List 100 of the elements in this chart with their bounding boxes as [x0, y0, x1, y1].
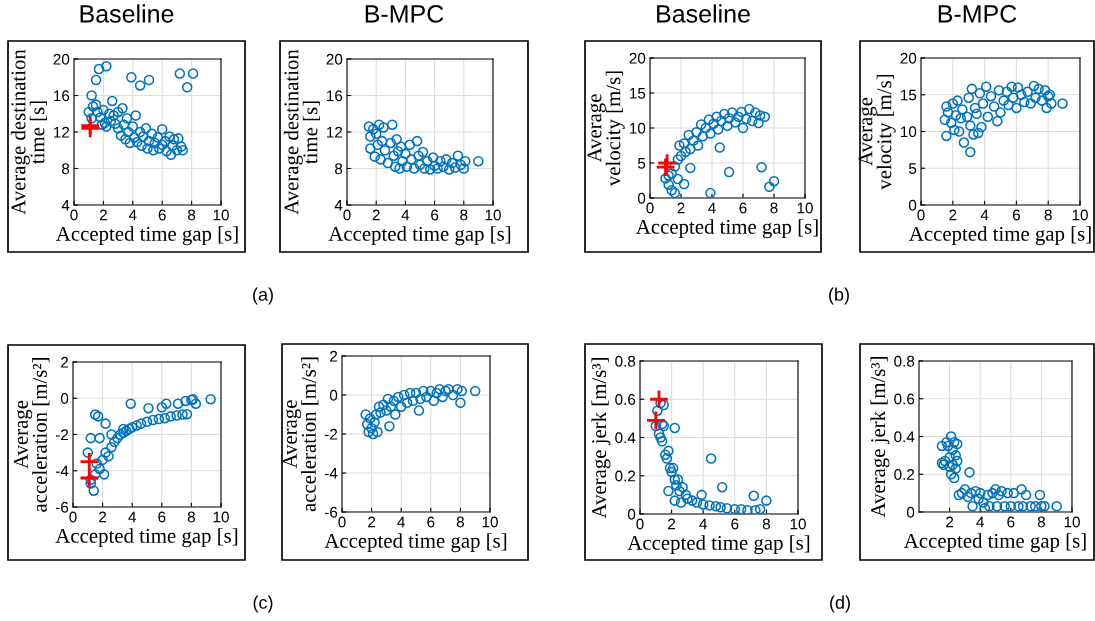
y-tick-label: 12 [327, 126, 343, 138]
x-tick-label: 6 [158, 511, 166, 523]
y-tick-label: 0 [60, 393, 69, 404]
x-tick-label: 4 [397, 516, 405, 528]
y-tick-label: 20 [53, 53, 70, 65]
x-tick-label: 8 [187, 511, 195, 523]
chart-title: B-MPC [938, 5, 1017, 23]
y-tick-label: 5 [637, 158, 646, 169]
x-axis-title: Accepted time gap [s] [328, 226, 511, 246]
y-tick-label: 2 [330, 350, 338, 362]
y-tick-label: 0.8 [615, 355, 636, 367]
y-tick-label: 20 [629, 52, 646, 64]
x-tick-label: 4 [128, 511, 136, 523]
y-tick-label: 10 [901, 126, 917, 138]
x-tick-label: 2 [668, 518, 676, 530]
y-tick-label: 0.4 [615, 432, 636, 444]
y-tick-label: 20 [326, 53, 343, 65]
y-tick-label: 2 [61, 356, 69, 368]
y-tick-label: -6 [324, 506, 338, 518]
y-tick-label: 0.6 [615, 394, 636, 405]
y-axis-title: Average acceleration [m/s²] [13, 358, 50, 512]
x-tick-label: 4 [980, 209, 989, 221]
x-tick-label: 2 [677, 202, 685, 214]
x-axis-title: Accepted time gap [s] [904, 533, 1086, 553]
chart-title: Baseline [80, 4, 174, 23]
y-tick-label: 8 [62, 163, 70, 175]
y-tick-label: 20 [900, 52, 917, 64]
x-tick-label: 10 [213, 209, 229, 221]
x-tick-label: 2 [99, 209, 107, 221]
x-tick-label: 6 [739, 202, 747, 214]
x-tick-label: 10 [485, 209, 501, 221]
y-tick-label: 0.4 [894, 431, 915, 443]
x-tick-label: 10 [797, 202, 813, 214]
x-axis-title: Accepted time gap [s] [324, 533, 507, 553]
y-tick-label: 12 [54, 126, 70, 138]
y-tick-label: 0 [329, 389, 338, 401]
x-tick-label: 8 [762, 518, 770, 530]
x-tick-label: 8 [460, 209, 468, 221]
x-tick-label: 2 [949, 209, 957, 221]
x-axis-title: Accepted time gap [s] [909, 226, 1091, 246]
text: (a) [253, 287, 273, 305]
y-tick-label: 8 [335, 163, 343, 175]
text: (b) [829, 287, 849, 305]
y-tick-label: 10 [630, 122, 646, 134]
x-tick-label: 8 [456, 516, 464, 528]
chart-title: B-MPC [365, 5, 444, 23]
x-tick-label: 2 [946, 516, 954, 528]
x-tick-label: 6 [427, 516, 435, 528]
y-tick-label: 5 [908, 163, 917, 174]
x-tick-label: 8 [770, 202, 778, 214]
x-tick-label: 8 [1044, 209, 1052, 221]
y-axis-title: Average destination time [s] [283, 49, 321, 215]
y-tick-label: 15 [901, 89, 917, 101]
x-tick-label: 6 [1007, 516, 1015, 528]
text: (d) [830, 595, 850, 613]
text: (c) [253, 595, 273, 613]
x-tick-label: 4 [401, 209, 410, 221]
y-axis-title: Average jerk [m/s³] [591, 358, 611, 519]
x-tick-label: 4 [699, 518, 707, 530]
y-axis-title: Average velocity [m/s] [587, 71, 625, 187]
x-tick-label: 2 [372, 209, 380, 221]
y-axis-title: Average acceleration [m/s²] [282, 357, 319, 512]
x-tick-label: 2 [99, 511, 107, 523]
y-axis-title: Average jerk [m/s³] [870, 357, 890, 518]
y-tick-label: -4 [55, 465, 69, 477]
y-tick-label: -2 [55, 429, 69, 441]
x-tick-label: 10 [482, 516, 498, 528]
x-tick-label: 6 [1012, 209, 1020, 221]
x-axis-title: Accepted time gap [s] [627, 535, 810, 555]
y-tick-label: 16 [54, 90, 70, 102]
x-tick-label: 6 [731, 518, 739, 530]
x-tick-label: 0 [343, 209, 351, 221]
x-tick-label: 10 [1072, 209, 1088, 221]
x-tick-label: 8 [188, 209, 196, 221]
y-tick-label: -6 [55, 501, 69, 513]
x-tick-label: 4 [708, 202, 716, 214]
x-tick-label: 2 [368, 516, 376, 528]
x-tick-label: 4 [976, 516, 984, 528]
x-tick-label: 0 [646, 202, 654, 214]
y-axis-title: Average destination time [s] [10, 49, 48, 215]
y-tick-label: 0.2 [894, 469, 915, 480]
y-tick-label: -2 [324, 428, 338, 440]
y-tick-label: 0 [637, 192, 646, 204]
x-tick-label: 0 [70, 209, 78, 221]
y-tick-label: 0.8 [894, 355, 915, 367]
x-axis-title: Accepted time gap [s] [636, 219, 818, 239]
x-axis-title: Accepted time gap [s] [56, 226, 238, 246]
y-tick-label: 0.2 [615, 470, 636, 482]
x-tick-label: 10 [213, 511, 229, 523]
y-tick-label: -4 [324, 468, 338, 479]
x-tick-label: 10 [1064, 516, 1080, 528]
chart-title: Baseline [657, 4, 750, 23]
x-tick-label: 4 [128, 209, 137, 221]
x-axis-title: Accepted time gap [s] [55, 528, 238, 548]
x-tick-label: 6 [158, 209, 166, 221]
x-tick-label: 0 [917, 209, 925, 221]
x-tick-label: 6 [431, 209, 439, 221]
x-tick-label: 10 [790, 518, 806, 530]
y-tick-label: 16 [327, 90, 343, 102]
y-axis-title: Average velocity [m/s] [858, 74, 896, 190]
